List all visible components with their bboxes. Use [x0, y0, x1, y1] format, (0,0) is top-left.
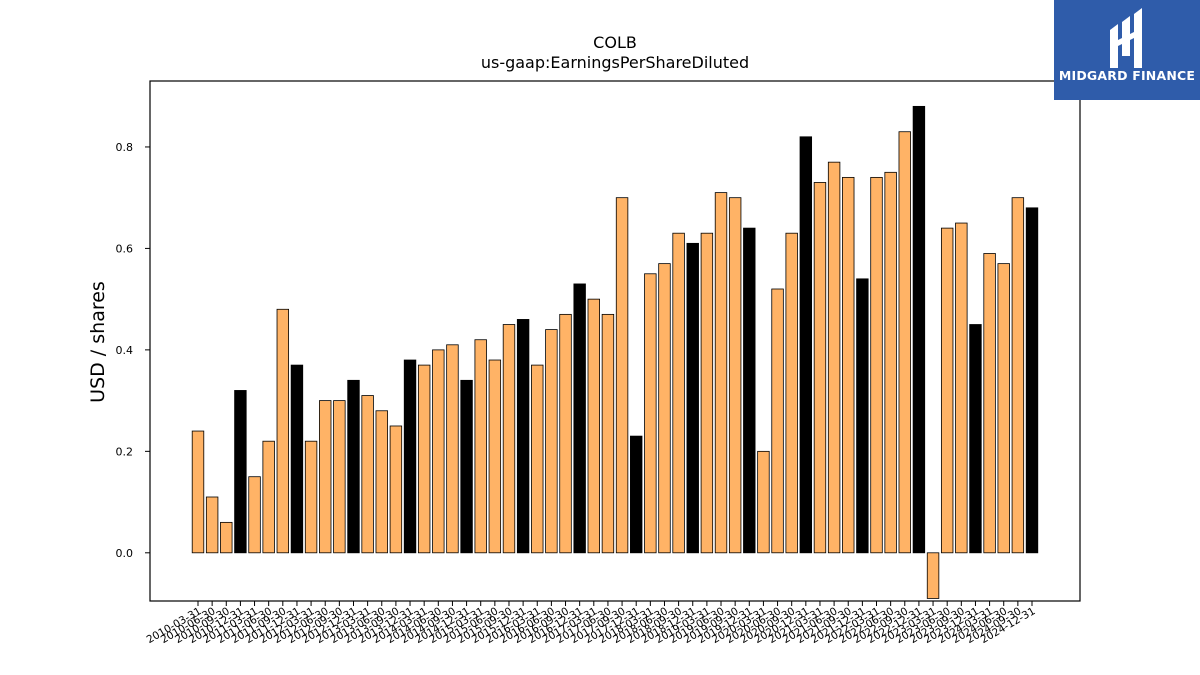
bar: [559, 313, 572, 554]
bar: [319, 400, 332, 554]
bar: [361, 395, 374, 554]
y-tick-label: 0.0: [116, 547, 134, 560]
bar: [799, 136, 813, 554]
bar: [474, 339, 487, 554]
bar: [728, 197, 742, 554]
plot-frame: [149, 80, 1081, 602]
bar: [926, 552, 940, 599]
bar: [827, 161, 841, 554]
bar: [276, 308, 290, 554]
bar: [912, 105, 926, 554]
bar: [446, 344, 459, 554]
bar: [333, 400, 346, 554]
y-axis-label: USD / shares: [87, 281, 109, 403]
bar: [587, 298, 600, 554]
bar: [488, 359, 502, 554]
bar: [870, 176, 883, 554]
bar: [375, 410, 388, 554]
bar: [432, 349, 445, 554]
x-axis: 2010-03-312010-06-302010-09-302010-12-31…: [145, 601, 1038, 646]
bar: [686, 242, 699, 554]
bar-series: [191, 105, 1039, 599]
y-axis: 0.0 0.2 0.4 0.6 0.8: [116, 141, 150, 560]
bar: [884, 171, 897, 554]
logo-text: MIDGARD FINANCE: [1058, 68, 1196, 83]
bar: [403, 359, 417, 554]
bar: [672, 232, 685, 554]
bar: [842, 176, 855, 554]
bar: [856, 278, 869, 554]
y-tick-label: 0.2: [116, 445, 134, 458]
bar: [940, 227, 954, 554]
logo: MIDGARD FINANCE: [1054, 0, 1200, 100]
bar: [898, 131, 911, 554]
bar: [389, 425, 403, 554]
bar: [205, 496, 219, 554]
bar: [248, 476, 261, 554]
y-tick-label: 0.4: [116, 344, 134, 357]
y-tick-label: 0.8: [116, 141, 134, 154]
bar: [516, 319, 530, 554]
bar: [757, 450, 770, 554]
bar: [545, 329, 558, 554]
bar: [573, 283, 586, 554]
bar: [234, 390, 247, 554]
bar: [658, 263, 671, 554]
bar: [290, 364, 304, 554]
bar: [743, 227, 756, 554]
bar: [771, 288, 784, 554]
bar: [347, 379, 360, 554]
bar: [983, 253, 996, 554]
bar: [262, 440, 275, 554]
bar: [630, 435, 643, 554]
bar: [304, 440, 318, 554]
chart-subtitle: us-gaap:EarningsPerShareDiluted: [481, 53, 749, 72]
y-tick-label: 0.6: [116, 242, 134, 255]
bar: [813, 182, 827, 554]
logo-mark-icon: [1110, 8, 1142, 68]
bar: [714, 192, 728, 554]
bar: [1025, 207, 1039, 554]
bar: [955, 222, 968, 554]
bar: [460, 379, 473, 554]
bar: [785, 232, 798, 554]
bar: [601, 313, 615, 554]
bar: [700, 232, 714, 554]
bar: [220, 521, 233, 554]
bar: [502, 324, 516, 554]
bar: [417, 364, 431, 554]
bar: [644, 273, 657, 554]
bar: [615, 197, 629, 554]
bar: [191, 430, 205, 554]
bar: [997, 263, 1010, 554]
bar: [969, 324, 982, 554]
bar: [1011, 197, 1025, 554]
chart-title: COLB: [593, 33, 637, 52]
bar: [531, 364, 544, 554]
